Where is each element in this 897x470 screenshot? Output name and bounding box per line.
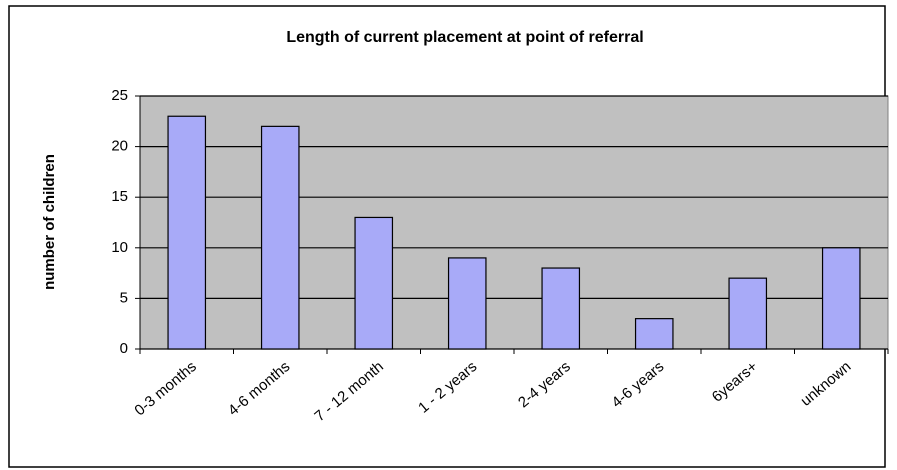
y-tick-label: 0: [120, 340, 128, 357]
bar: [354, 216, 394, 350]
y-tick-label: 15: [111, 188, 128, 205]
chart-title: Length of current placement at point of …: [286, 29, 643, 46]
bar: [167, 115, 207, 350]
y-tick-label: 20: [111, 138, 128, 155]
y-tick-label: 5: [120, 289, 128, 306]
y-axis-label: number of children: [41, 154, 58, 290]
bar: [728, 277, 768, 350]
bar: [260, 125, 300, 350]
y-tick-label: 25: [111, 87, 128, 104]
y-tick-label: 10: [111, 239, 128, 256]
bar: [821, 247, 861, 350]
plot-area: [139, 95, 889, 350]
bar: [634, 318, 674, 350]
bar: [447, 257, 487, 350]
bar: [541, 267, 581, 350]
